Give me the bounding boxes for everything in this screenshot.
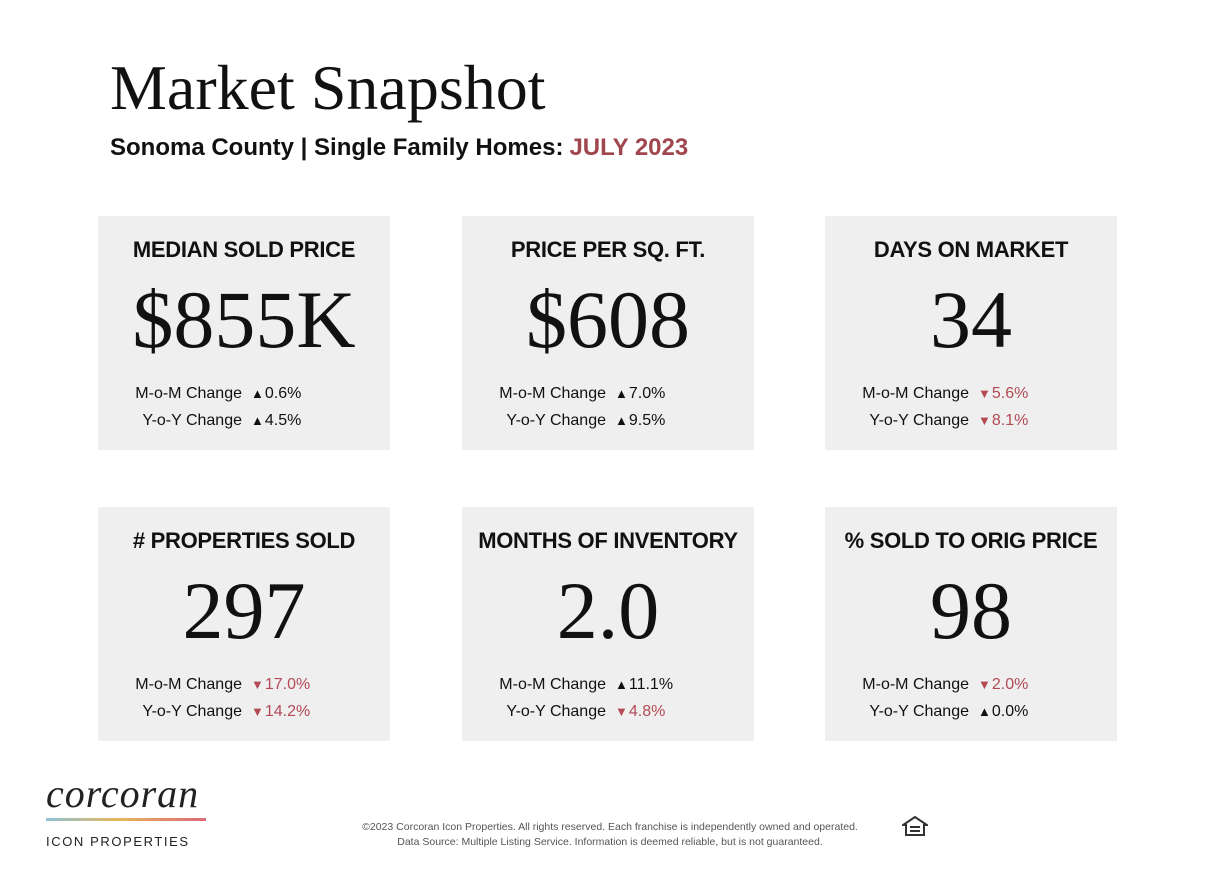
mom-change-value: ▼2.0% xyxy=(978,675,1029,693)
metric-card-days-on-market: DAYS ON MARKET 34 M-o-M Change ▼5.6% Y-o-… xyxy=(825,216,1117,450)
metric-label: # PROPERTIES SOLD xyxy=(132,528,356,553)
page-subtitle: Sonoma County | Single Family Homes: JULY… xyxy=(110,133,688,163)
mom-change-value: ▲7.0% xyxy=(615,384,666,402)
change-arrow-icon: ▼ xyxy=(978,385,991,401)
change-arrow-icon: ▼ xyxy=(251,676,264,692)
mom-change-value: ▲11.1% xyxy=(615,675,674,693)
mom-change-label: M-o-M Change xyxy=(862,675,969,693)
yoy-change-value: ▲4.5% xyxy=(251,411,302,429)
mom-change-value: ▼5.6% xyxy=(978,384,1029,402)
mom-change-label: M-o-M Change xyxy=(499,675,606,693)
change-arrow-icon: ▲ xyxy=(251,412,264,428)
metric-card-price-per-sqft: PRICE PER SQ. FT. $608 M-o-M Change ▲7.0%… xyxy=(462,216,754,450)
mom-change-label: M-o-M Change xyxy=(135,675,242,693)
yoy-change-value: ▼8.1% xyxy=(978,411,1029,429)
mom-change-value: ▼17.0% xyxy=(251,675,311,693)
mom-change-label: M-o-M Change xyxy=(499,384,606,402)
yoy-change-value: ▲9.5% xyxy=(615,411,666,429)
metric-label: % SOLD TO ORIG PRICE xyxy=(844,528,1098,553)
corcoran-logo: corcoran xyxy=(46,771,200,816)
yoy-change-label: Y-o-Y Change xyxy=(142,702,242,720)
metric-label: PRICE PER SQ. FT. xyxy=(510,237,706,262)
metric-value: 34 xyxy=(930,274,1012,365)
change-arrow-icon: ▲ xyxy=(615,412,628,428)
yoy-change-value: ▼14.2% xyxy=(251,702,311,720)
footer-line-2: Data Source: Multiple Listing Service. I… xyxy=(397,836,823,848)
change-arrow-icon: ▼ xyxy=(978,676,991,692)
change-arrow-icon: ▲ xyxy=(978,703,991,719)
change-arrow-icon: ▲ xyxy=(615,385,628,401)
footer-disclaimer: ©2023 Corcoran Icon Properties. All righ… xyxy=(330,820,890,850)
footer-line-1: ©2023 Corcoran Icon Properties. All righ… xyxy=(362,821,858,833)
logo-subtitle: ICON PROPERTIES xyxy=(46,834,190,849)
metric-label: MONTHS OF INVENTORY xyxy=(478,528,738,553)
yoy-change-label: Y-o-Y Change xyxy=(869,411,969,429)
change-arrow-icon: ▲ xyxy=(251,385,264,401)
subtitle-region: Sonoma County | Single Family Homes: xyxy=(110,134,564,161)
yoy-change-label: Y-o-Y Change xyxy=(506,411,606,429)
change-arrow-icon: ▼ xyxy=(251,703,264,719)
metric-value: 2.0 xyxy=(556,565,660,656)
change-arrow-icon: ▲ xyxy=(615,676,628,692)
metric-value: $608 xyxy=(526,274,690,365)
metric-value: 297 xyxy=(182,565,306,656)
metric-card-properties-sold: # PROPERTIES SOLD 297 M-o-M Change ▼17.0%… xyxy=(98,507,390,741)
yoy-change-value: ▼4.8% xyxy=(615,702,666,720)
change-arrow-icon: ▼ xyxy=(615,703,628,719)
metric-card-sold-to-orig-price: % SOLD TO ORIG PRICE 98 M-o-M Change ▼2.0… xyxy=(825,507,1117,741)
mom-change-label: M-o-M Change xyxy=(862,384,969,402)
metric-value: $855K xyxy=(132,274,356,365)
yoy-change-label: Y-o-Y Change xyxy=(142,411,242,429)
metric-card-median-sold-price: MEDIAN SOLD PRICE $855K M-o-M Change ▲0.6… xyxy=(98,216,390,450)
yoy-change-label: Y-o-Y Change xyxy=(869,702,969,720)
page-title: Market Snapshot xyxy=(110,52,546,123)
metric-label: DAYS ON MARKET xyxy=(873,237,1069,262)
mom-change-label: M-o-M Change xyxy=(135,384,242,402)
metric-card-months-of-inventory: MONTHS OF INVENTORY 2.0 M-o-M Change ▲11.… xyxy=(462,507,754,741)
equal-housing-opportunity-icon xyxy=(902,816,928,836)
logo-gradient-rule xyxy=(46,818,206,821)
mom-change-value: ▲0.6% xyxy=(251,384,302,402)
change-arrow-icon: ▼ xyxy=(978,412,991,428)
metric-label: MEDIAN SOLD PRICE xyxy=(132,237,356,262)
metric-value: 98 xyxy=(930,565,1012,656)
subtitle-period: JULY 2023 xyxy=(569,134,689,161)
yoy-change-label: Y-o-Y Change xyxy=(506,702,606,720)
yoy-change-value: ▲0.0% xyxy=(978,702,1029,720)
